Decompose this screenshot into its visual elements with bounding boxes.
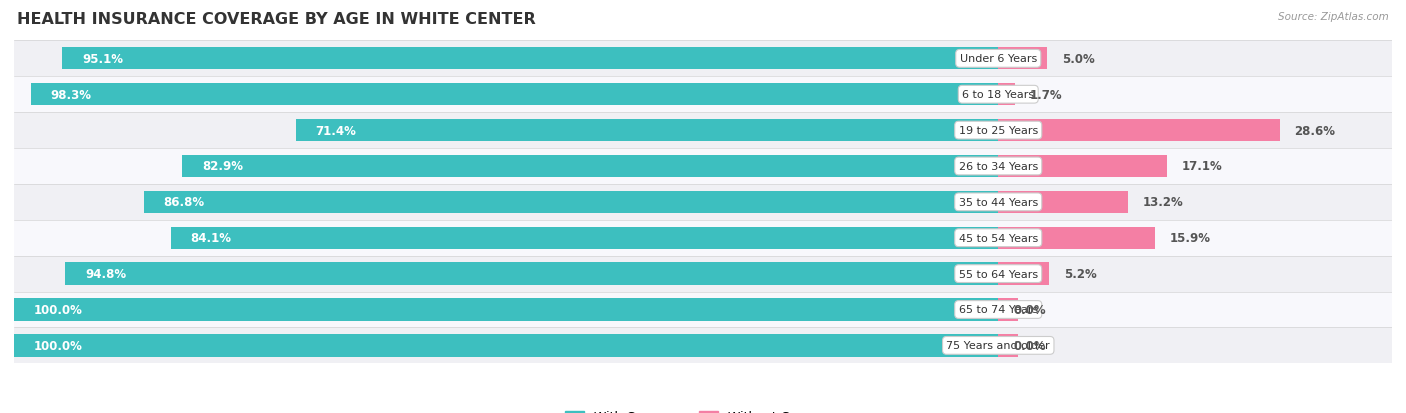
Text: 13.2%: 13.2%	[1143, 196, 1184, 209]
Text: 19 to 25 Years: 19 to 25 Years	[959, 126, 1038, 136]
Text: 55 to 64 Years: 55 to 64 Years	[959, 269, 1038, 279]
Bar	[14, 292, 1392, 328]
Bar	[998, 120, 1279, 142]
Text: 100.0%: 100.0%	[34, 303, 83, 316]
Text: 86.8%: 86.8%	[163, 196, 205, 209]
Text: 94.8%: 94.8%	[84, 268, 127, 280]
Bar	[65, 263, 998, 285]
Text: 65 to 74 Years: 65 to 74 Years	[959, 305, 1038, 315]
Bar	[998, 263, 1049, 285]
Text: 35 to 44 Years: 35 to 44 Years	[959, 197, 1038, 207]
Bar	[14, 256, 1392, 292]
Text: 1.7%: 1.7%	[1029, 88, 1063, 102]
Bar	[998, 48, 1047, 70]
Text: HEALTH INSURANCE COVERAGE BY AGE IN WHITE CENTER: HEALTH INSURANCE COVERAGE BY AGE IN WHIT…	[17, 12, 536, 27]
Bar	[14, 149, 1392, 185]
Text: 82.9%: 82.9%	[202, 160, 243, 173]
Text: 28.6%: 28.6%	[1295, 124, 1336, 137]
Text: 95.1%: 95.1%	[82, 53, 122, 66]
Bar	[998, 155, 1167, 178]
Bar	[14, 185, 1392, 220]
Bar	[31, 84, 998, 106]
Bar	[14, 299, 998, 321]
Text: Under 6 Years: Under 6 Years	[960, 54, 1036, 64]
Legend: With Coverage, Without Coverage: With Coverage, Without Coverage	[561, 405, 845, 413]
Bar	[14, 77, 1392, 113]
Bar	[170, 227, 998, 249]
Bar	[14, 220, 1392, 256]
Bar	[14, 41, 1392, 77]
Text: 84.1%: 84.1%	[190, 232, 231, 244]
Text: 0.0%: 0.0%	[1012, 303, 1046, 316]
Bar	[998, 335, 1018, 357]
Bar	[62, 48, 998, 70]
Text: 45 to 54 Years: 45 to 54 Years	[959, 233, 1038, 243]
Text: 98.3%: 98.3%	[51, 88, 91, 102]
Bar	[14, 335, 998, 357]
Bar	[998, 191, 1128, 214]
Text: 6 to 18 Years: 6 to 18 Years	[962, 90, 1035, 100]
Bar	[998, 227, 1154, 249]
Bar	[14, 113, 1392, 149]
Text: 26 to 34 Years: 26 to 34 Years	[959, 161, 1038, 171]
Bar	[998, 299, 1018, 321]
Bar	[295, 120, 998, 142]
Text: 100.0%: 100.0%	[34, 339, 83, 352]
Text: 17.1%: 17.1%	[1181, 160, 1222, 173]
Text: 5.2%: 5.2%	[1064, 268, 1097, 280]
Text: 71.4%: 71.4%	[315, 124, 356, 137]
Bar	[183, 155, 998, 178]
Text: 75 Years and older: 75 Years and older	[946, 341, 1050, 351]
Bar	[14, 328, 1392, 363]
Text: 5.0%: 5.0%	[1063, 53, 1095, 66]
Bar	[143, 191, 998, 214]
Text: 15.9%: 15.9%	[1170, 232, 1211, 244]
Text: Source: ZipAtlas.com: Source: ZipAtlas.com	[1278, 12, 1389, 22]
Bar	[998, 84, 1015, 106]
Text: 0.0%: 0.0%	[1012, 339, 1046, 352]
